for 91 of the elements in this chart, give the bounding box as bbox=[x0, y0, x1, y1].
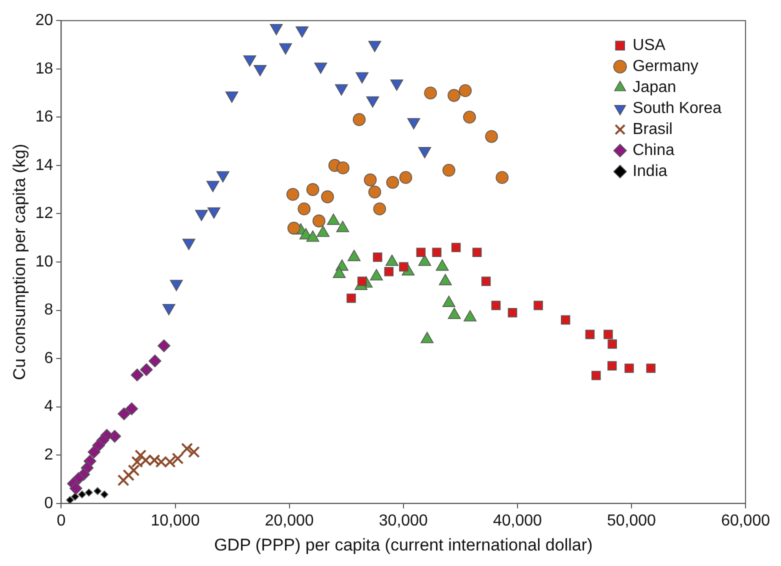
x-tick-label: 40,000 bbox=[492, 512, 542, 530]
point bbox=[352, 113, 366, 126]
point bbox=[604, 330, 613, 340]
y-tick-label: 0 bbox=[44, 494, 54, 512]
legend-label: USA bbox=[632, 37, 666, 54]
point bbox=[508, 308, 518, 318]
point bbox=[140, 363, 153, 376]
point bbox=[188, 446, 200, 458]
point bbox=[148, 354, 162, 368]
legend-label: Germany bbox=[632, 58, 698, 76]
legend-label: South Korea bbox=[632, 100, 722, 118]
point bbox=[560, 315, 570, 325]
point bbox=[585, 330, 595, 340]
y-tick-label: 6 bbox=[44, 350, 54, 367]
point bbox=[485, 130, 498, 143]
point bbox=[158, 339, 170, 352]
y-tick-label: 16 bbox=[35, 108, 54, 126]
point bbox=[442, 164, 456, 177]
point bbox=[386, 176, 400, 189]
point bbox=[100, 490, 108, 498]
point bbox=[286, 188, 300, 201]
point bbox=[298, 202, 311, 216]
point bbox=[117, 474, 130, 486]
legend-label: China bbox=[632, 142, 674, 160]
x-tick-label: 50,000 bbox=[607, 512, 656, 530]
point bbox=[491, 300, 501, 310]
point bbox=[155, 456, 168, 468]
y-axis-title: Cu consumption per capita (kg) bbox=[10, 144, 29, 380]
x-tick-label: 0 bbox=[56, 512, 66, 530]
point bbox=[646, 364, 656, 373]
point bbox=[125, 402, 138, 416]
point bbox=[608, 339, 617, 349]
point bbox=[148, 454, 160, 466]
point bbox=[70, 482, 82, 495]
point bbox=[306, 183, 320, 196]
x-tick-label: 60,000 bbox=[721, 512, 770, 530]
y-tick-label: 4 bbox=[44, 398, 54, 416]
point bbox=[336, 161, 350, 174]
point bbox=[140, 454, 152, 466]
point bbox=[321, 190, 334, 204]
point bbox=[88, 446, 100, 458]
point bbox=[312, 214, 326, 228]
point bbox=[134, 449, 147, 462]
point bbox=[384, 267, 394, 276]
y-tick-label: 20 bbox=[35, 12, 54, 30]
x-tick-label: 10,000 bbox=[150, 512, 200, 530]
point bbox=[78, 490, 86, 498]
point bbox=[346, 294, 356, 303]
point bbox=[591, 370, 601, 380]
point bbox=[71, 492, 80, 501]
point bbox=[164, 456, 176, 468]
point bbox=[181, 442, 193, 455]
y-tick-label: 8 bbox=[44, 302, 54, 319]
point bbox=[463, 110, 476, 124]
point bbox=[424, 86, 437, 100]
point bbox=[373, 202, 386, 216]
y-tick-label: 12 bbox=[35, 205, 54, 222]
point bbox=[372, 252, 382, 262]
point bbox=[451, 242, 461, 252]
point bbox=[94, 487, 102, 495]
point bbox=[172, 452, 184, 464]
point bbox=[472, 248, 482, 257]
point bbox=[368, 186, 382, 198]
point bbox=[624, 364, 634, 373]
point bbox=[399, 171, 412, 184]
y-tick-label: 18 bbox=[35, 60, 54, 78]
legend-label: Brasil bbox=[632, 121, 673, 138]
point bbox=[66, 496, 74, 504]
point bbox=[122, 469, 135, 482]
x-tick-label: 20,000 bbox=[264, 512, 314, 530]
point bbox=[85, 488, 93, 496]
point bbox=[496, 171, 509, 184]
x-tick-label: 30,000 bbox=[378, 512, 428, 530]
point bbox=[416, 248, 426, 257]
point bbox=[364, 174, 377, 186]
legend-label: Japan bbox=[632, 79, 676, 96]
y-tick-label: 10 bbox=[35, 253, 54, 270]
point bbox=[357, 276, 367, 286]
point bbox=[607, 361, 617, 370]
point bbox=[130, 368, 144, 382]
point bbox=[287, 222, 300, 235]
legend-label: India bbox=[632, 163, 668, 180]
x-axis-title: GDP (PPP) per capita (current international dollar) bbox=[214, 535, 593, 554]
y-tick-label: 14 bbox=[35, 156, 54, 174]
point bbox=[481, 276, 491, 286]
point bbox=[458, 84, 472, 98]
y-tick-label: 2 bbox=[44, 446, 54, 464]
point bbox=[118, 407, 130, 420]
point bbox=[448, 89, 460, 102]
point bbox=[432, 248, 442, 257]
point bbox=[534, 300, 543, 310]
